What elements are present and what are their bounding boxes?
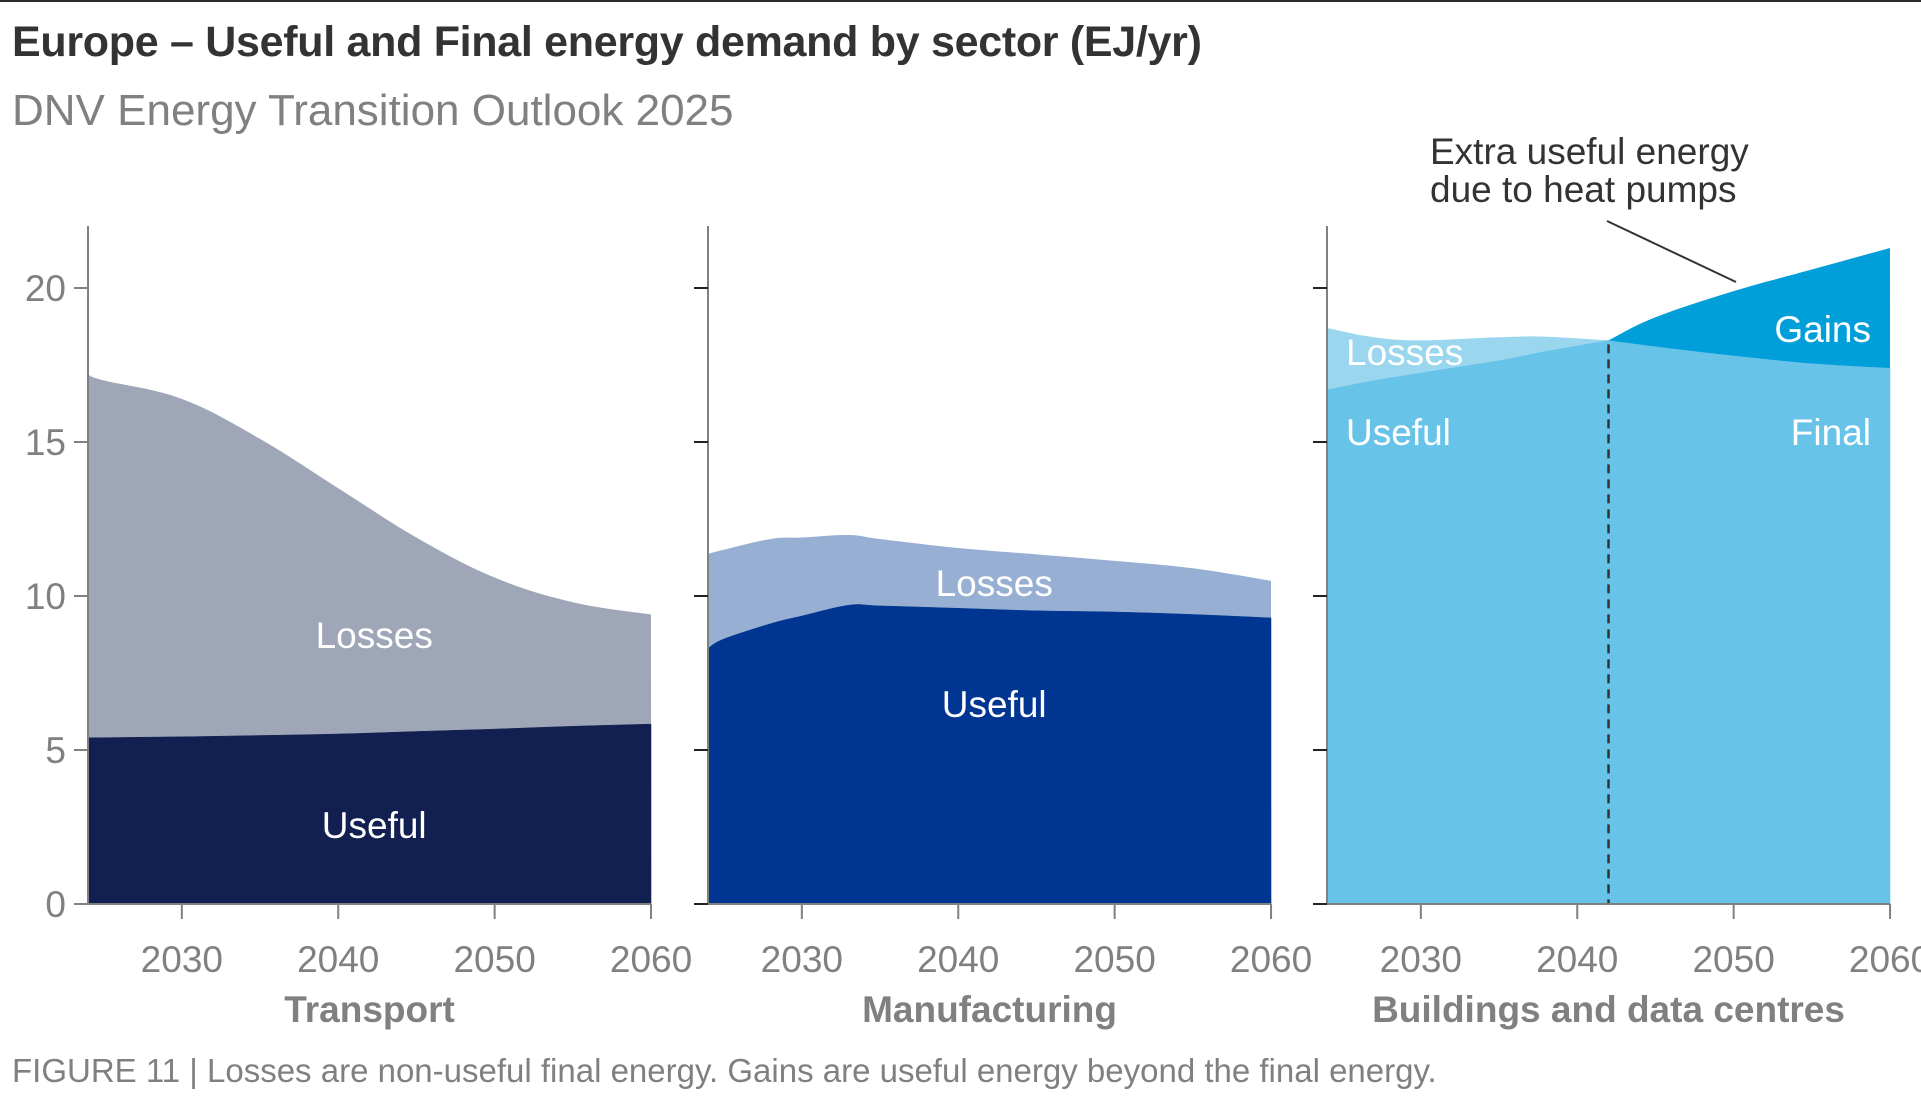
losses-area bbox=[88, 374, 652, 738]
x-tick-label: 2040 bbox=[297, 939, 379, 980]
panel-buildings-and-data-centres: Losses Useful Gains Final Extra useful energ… bbox=[1313, 131, 1921, 1030]
x-tick-label: 2050 bbox=[1692, 939, 1774, 980]
panel-category-label: Manufacturing bbox=[862, 989, 1117, 1030]
y-tick-label: 20 bbox=[25, 268, 66, 309]
useful-label: Useful bbox=[322, 805, 427, 846]
panel-manufacturing: Losses Useful 2030 2040 2050 2060 Manufacturin… bbox=[694, 226, 1312, 1030]
y-tick-label: 5 bbox=[45, 730, 66, 771]
annotation-leader-line bbox=[1606, 220, 1737, 283]
x-tick-label: 2030 bbox=[1380, 939, 1462, 980]
gains-label: Gains bbox=[1774, 309, 1871, 350]
chart-title: Europe – Useful and Final energy demand … bbox=[12, 18, 1202, 66]
top-rule bbox=[0, 0, 1921, 2]
figure-caption: FIGURE 11 | Losses are non-useful final … bbox=[12, 1052, 1437, 1089]
y-tick-label: 0 bbox=[45, 884, 66, 925]
panel-category-label: Buildings and data centres bbox=[1372, 989, 1845, 1030]
useful-label: Useful bbox=[942, 684, 1047, 725]
panel-transport: Losses Useful 0 5 10 15 20 2030 2040 2050 2060 Tran… bbox=[25, 226, 692, 1030]
x-tick-label: 2060 bbox=[1849, 939, 1921, 980]
final-label: Final bbox=[1791, 412, 1871, 453]
annotation-text-line: due to heat pumps bbox=[1430, 169, 1737, 210]
x-tick-label: 2030 bbox=[761, 939, 843, 980]
y-tick-label: 15 bbox=[25, 422, 66, 463]
x-tick-label: 2060 bbox=[610, 939, 692, 980]
x-tick-label: 2060 bbox=[1230, 939, 1312, 980]
losses-label: Losses bbox=[1346, 332, 1463, 373]
useful-area bbox=[707, 604, 1272, 905]
losses-area bbox=[708, 534, 1272, 649]
losses-area bbox=[1327, 328, 1609, 390]
x-tick-label: 2050 bbox=[453, 939, 535, 980]
annotation-text-line: Extra useful energy bbox=[1430, 131, 1749, 172]
useful-area bbox=[87, 723, 652, 905]
x-tick-label: 2030 bbox=[141, 939, 223, 980]
x-tick-label: 2040 bbox=[1536, 939, 1618, 980]
x-tick-label: 2050 bbox=[1073, 939, 1155, 980]
panel-category-label: Transport bbox=[284, 989, 455, 1030]
losses-label: Losses bbox=[936, 563, 1053, 604]
useful-label: Useful bbox=[1346, 412, 1451, 453]
y-tick-label: 10 bbox=[25, 576, 66, 617]
losses-label: Losses bbox=[316, 615, 433, 656]
gains-area bbox=[1608, 248, 1891, 369]
chart-subtitle: DNV Energy Transition Outlook 2025 bbox=[12, 86, 734, 135]
x-tick-label: 2040 bbox=[917, 939, 999, 980]
